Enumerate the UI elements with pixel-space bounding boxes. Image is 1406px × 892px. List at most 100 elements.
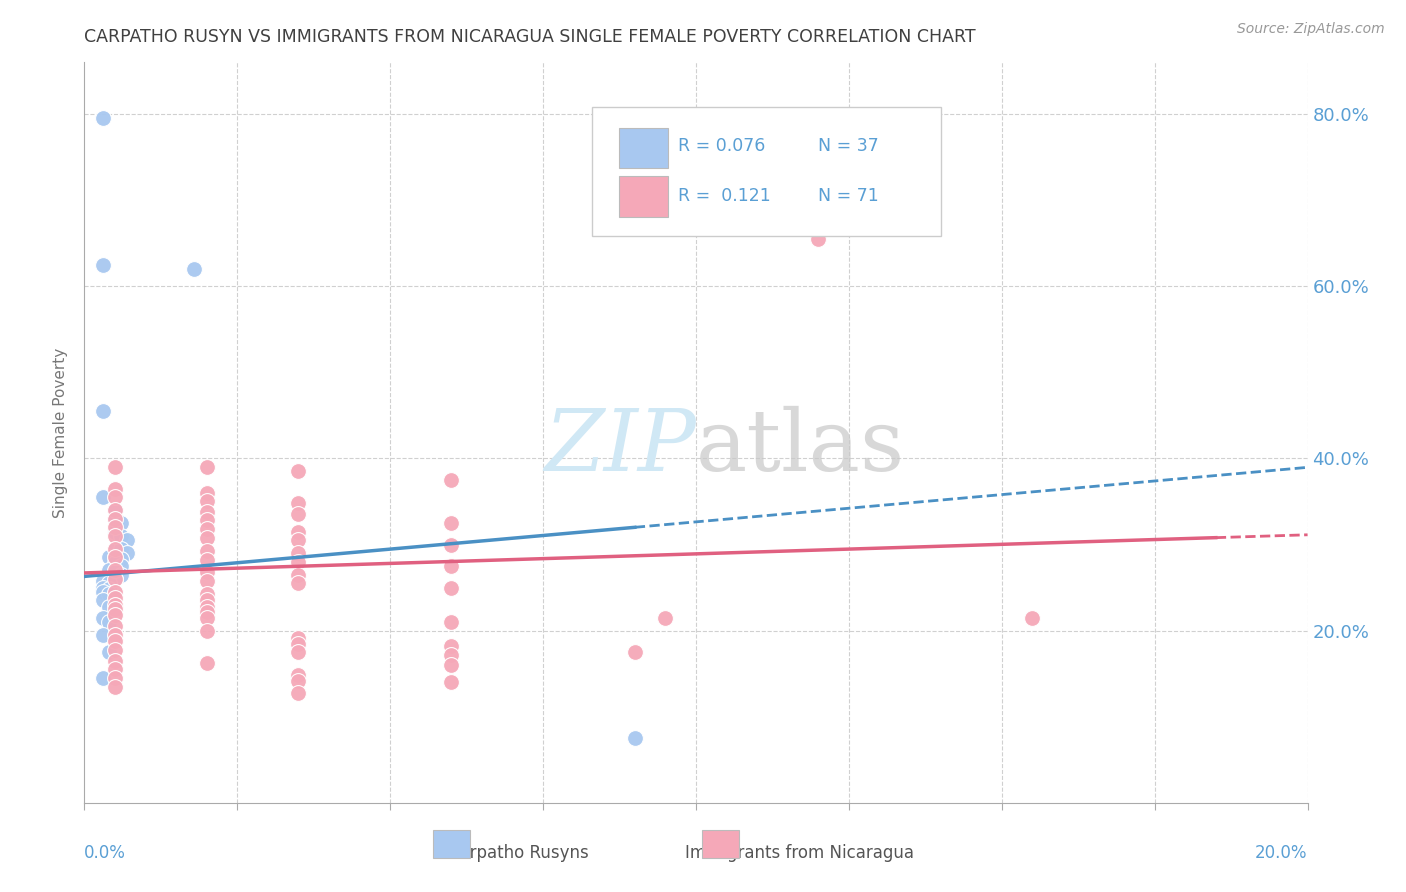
Text: Carpatho Rusyns: Carpatho Rusyns (449, 844, 589, 862)
Point (97, 550, 120, 565)
Point (91, 404, 114, 418)
Point (110, 529, 132, 543)
Text: N = 37: N = 37 (818, 137, 879, 155)
Point (654, 610, 676, 624)
Point (440, 675, 463, 690)
Point (183, 262, 205, 277)
Point (195, 624, 218, 638)
Point (440, 473, 463, 487)
Point (287, 645, 309, 659)
Text: ZIP: ZIP (544, 406, 696, 489)
Point (287, 631, 309, 645)
Point (104, 591, 127, 605)
Point (104, 671, 127, 685)
Point (104, 512, 127, 526)
Point (104, 619, 127, 633)
Point (287, 464, 309, 478)
Point (624, 731, 647, 746)
Point (104, 662, 127, 676)
Point (110, 516, 132, 530)
Text: CARPATHO RUSYN VS IMMIGRANTS FROM NICARAGUA SINGLE FEMALE POVERTY CORRELATION CH: CARPATHO RUSYN VS IMMIGRANTS FROM NICARA… (84, 28, 976, 45)
Point (195, 587, 218, 601)
Point (1021, 610, 1043, 624)
Point (91, 671, 114, 685)
Point (195, 494, 218, 508)
Bar (433, 830, 470, 858)
Point (287, 524, 309, 539)
Point (440, 581, 463, 595)
Point (97, 645, 120, 659)
Point (287, 508, 309, 522)
Point (91, 581, 114, 595)
Point (195, 522, 218, 536)
Point (104, 572, 127, 586)
Point (104, 524, 127, 539)
Point (195, 486, 218, 500)
Point (91, 258, 114, 272)
Point (440, 537, 463, 551)
Point (195, 544, 218, 558)
Point (104, 541, 127, 556)
Point (110, 559, 132, 574)
Point (287, 668, 309, 682)
Bar (702, 830, 738, 858)
Text: 20.0%: 20.0% (1256, 844, 1308, 862)
Point (104, 634, 127, 648)
Point (440, 658, 463, 673)
Point (440, 559, 463, 574)
Point (97, 615, 120, 629)
Point (440, 516, 463, 530)
Point (104, 490, 127, 504)
Y-axis label: Single Female Poverty: Single Female Poverty (53, 348, 69, 517)
Point (91, 574, 114, 588)
Bar (619, 177, 668, 217)
Text: N = 71: N = 71 (818, 187, 879, 205)
Point (195, 565, 218, 579)
Point (287, 673, 309, 688)
Point (104, 572, 127, 586)
Text: Immigrants from Nicaragua: Immigrants from Nicaragua (686, 844, 914, 862)
Point (104, 520, 127, 534)
Point (287, 685, 309, 699)
Point (104, 503, 127, 517)
Point (104, 608, 127, 623)
Point (91, 593, 114, 607)
Point (287, 576, 309, 591)
Point (104, 628, 127, 642)
Point (104, 529, 127, 543)
Point (104, 503, 127, 517)
Point (104, 460, 127, 475)
Text: 0.0%: 0.0% (84, 844, 127, 862)
Point (195, 599, 218, 614)
Point (195, 460, 218, 475)
Text: Source: ZipAtlas.com: Source: ZipAtlas.com (1237, 22, 1385, 37)
Point (110, 541, 132, 556)
Point (195, 513, 218, 527)
Point (115, 546, 138, 560)
Point (97, 599, 120, 614)
Point (97, 576, 120, 591)
Text: R = 0.076: R = 0.076 (678, 137, 765, 155)
Point (104, 585, 127, 599)
Point (104, 654, 127, 668)
Point (624, 645, 647, 659)
Point (287, 546, 309, 560)
Point (440, 615, 463, 629)
Point (115, 533, 138, 548)
Point (97, 563, 120, 577)
Point (97, 582, 120, 597)
Point (110, 552, 132, 566)
Point (287, 496, 309, 510)
Point (91, 628, 114, 642)
Point (195, 593, 218, 607)
Point (104, 642, 127, 657)
Point (91, 610, 114, 624)
Bar (619, 128, 668, 169)
Point (287, 533, 309, 548)
Point (91, 585, 114, 599)
Point (195, 605, 218, 619)
Point (104, 602, 127, 616)
Point (104, 541, 127, 556)
Point (104, 565, 127, 579)
Point (287, 567, 309, 582)
